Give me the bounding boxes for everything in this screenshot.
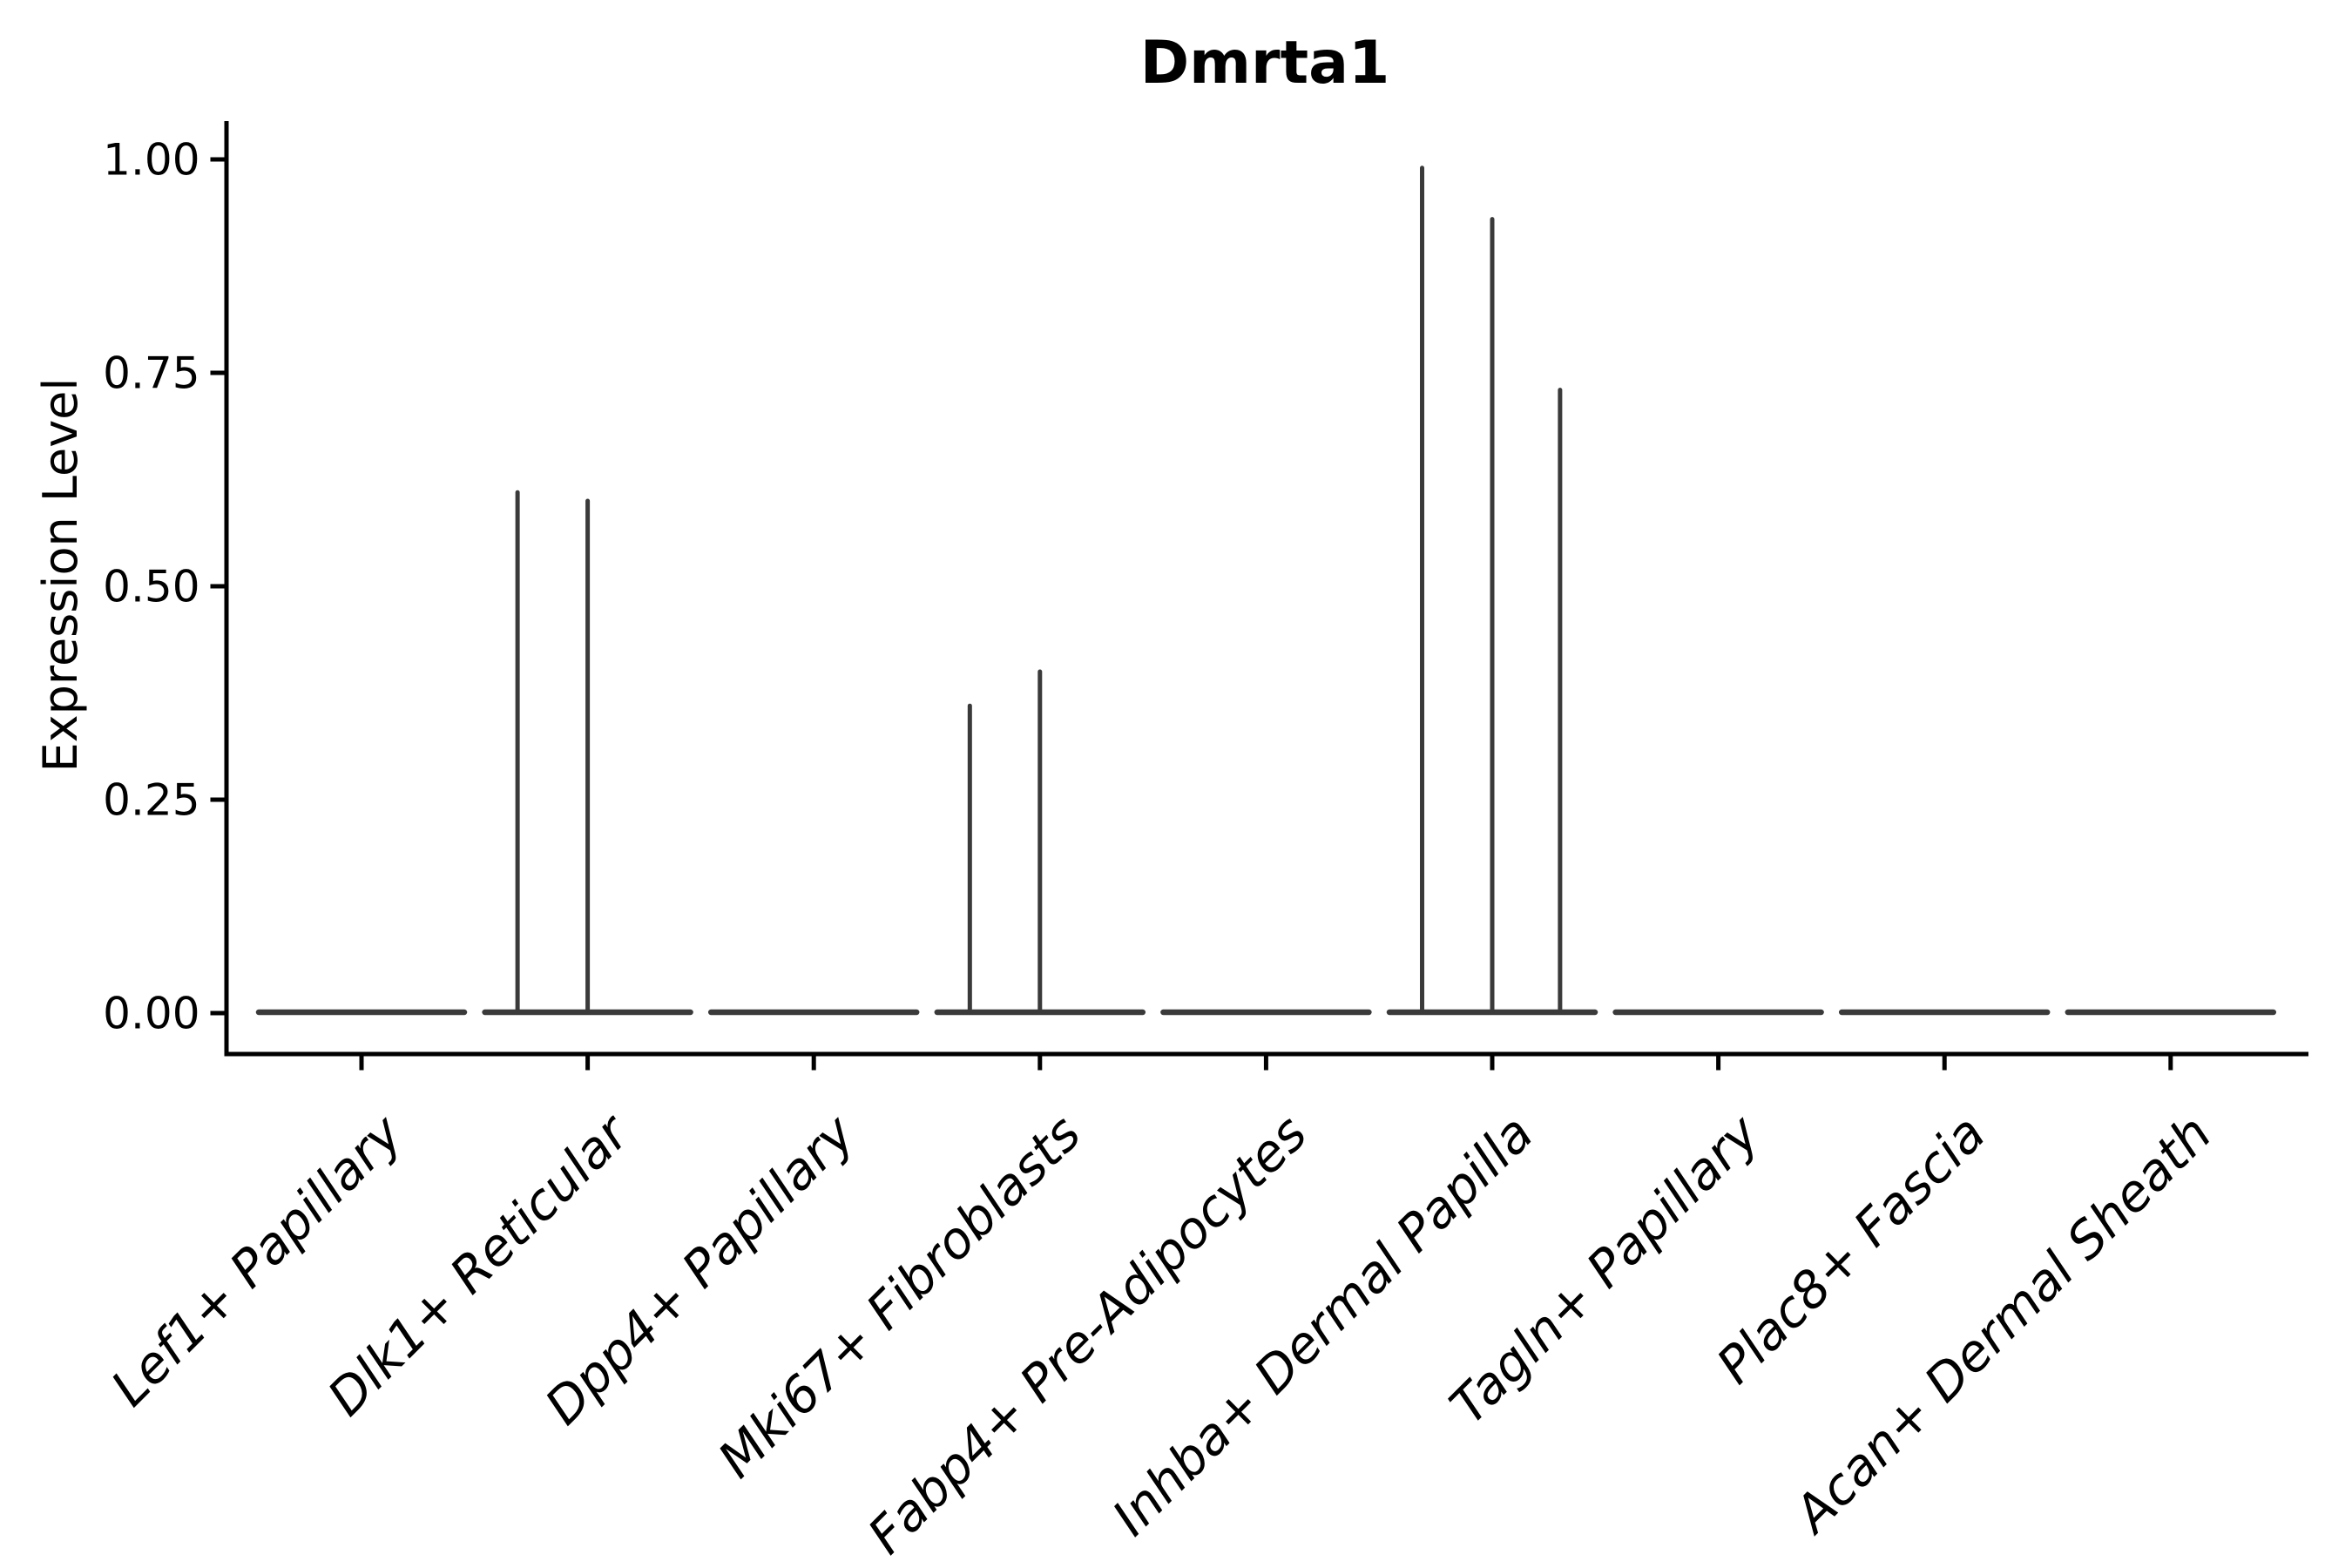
violin-mki67-fibroblasts [934, 669, 1146, 1016]
x-tick-label: Fabp4+ Pre-Adipocytes [856, 1104, 1318, 1565]
x-tick-label: Mki67+ Fibroblasts [706, 1104, 1092, 1490]
violin-inhba-dermal-papilla [1386, 166, 1598, 1016]
y-tick-label: 0.75 [103, 348, 199, 399]
y-tick-label: 0.50 [103, 562, 199, 612]
y-tick-label: 0.00 [103, 989, 199, 1039]
y-tick-label: 0.25 [103, 775, 199, 826]
y-tick-label: 1.00 [103, 135, 199, 186]
violin-dlk1-reticular [482, 490, 693, 1016]
x-tick-label: Acan+ Dermal Sheath [1781, 1104, 2223, 1546]
chart-title: Dmrta1 [1139, 29, 1390, 98]
x-tick-label: Inhba+ Dermal Papilla [1101, 1104, 1544, 1547]
